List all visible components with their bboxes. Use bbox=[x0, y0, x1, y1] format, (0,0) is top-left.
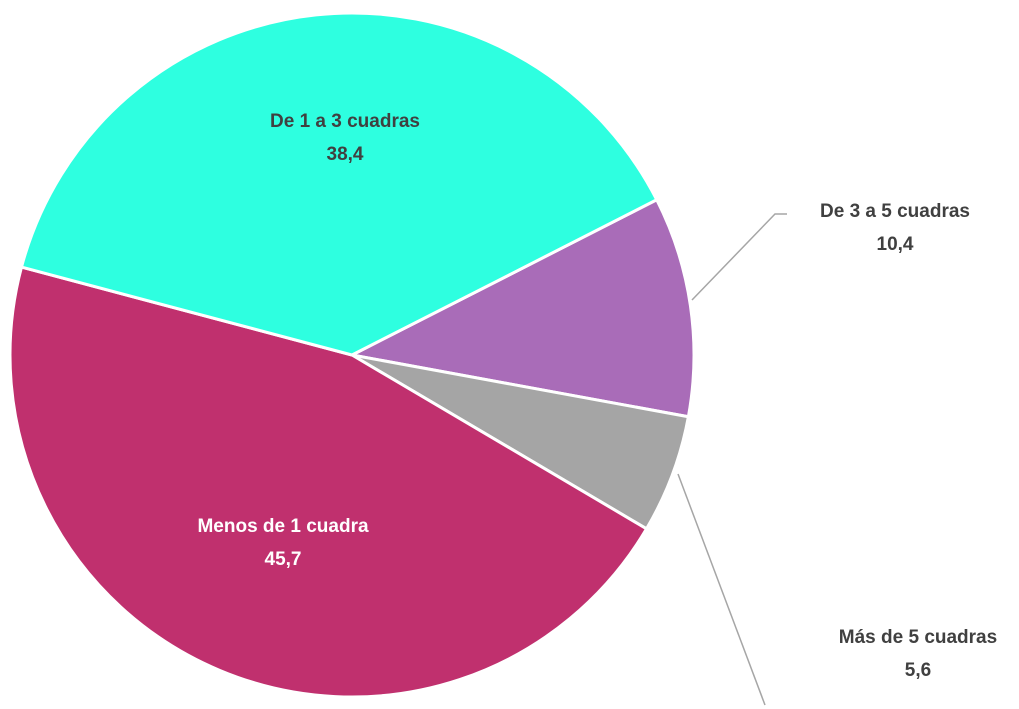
slice-label: De 3 a 5 cuadras bbox=[820, 201, 970, 222]
slice-value-label: 10,4 bbox=[877, 234, 914, 255]
leader-line bbox=[677, 473, 766, 706]
slice-label: De 1 a 3 cuadras bbox=[270, 111, 420, 132]
slice-label: Menos de 1 cuadra bbox=[197, 516, 368, 537]
slice-value-label: 45,7 bbox=[265, 549, 302, 570]
slice-value-label: 5,6 bbox=[905, 660, 931, 681]
pie-slice bbox=[347, 197, 696, 419]
pie-slice bbox=[19, 11, 659, 357]
pie-slice bbox=[8, 265, 649, 699]
leader-line bbox=[691, 213, 787, 301]
slice-label: Más de 5 cuadras bbox=[839, 627, 997, 648]
slice-value-label: 38,4 bbox=[327, 144, 364, 165]
